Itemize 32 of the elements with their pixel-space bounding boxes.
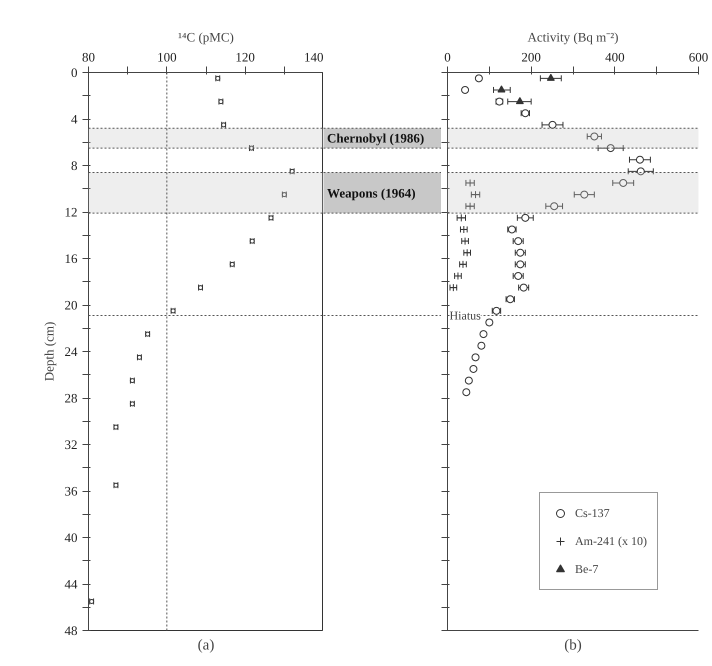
text: (b) — [564, 638, 582, 654]
y-axis-title: Depth (cm) — [42, 322, 56, 382]
band-label: Weapons (1964) — [327, 185, 416, 200]
y-tick-label: 8 — [71, 158, 78, 173]
y-tick-label: 4 — [71, 112, 78, 126]
y-tick-label: 44 — [64, 576, 78, 592]
x-tick-label: 80 — [82, 50, 95, 64]
x-tick-label: 140 — [304, 50, 324, 64]
y-tick-label: 24 — [64, 344, 78, 359]
x-tick-label: 100 — [157, 50, 177, 64]
legend-label: Am-241 (x 10) — [575, 534, 647, 548]
y-tick-label: 0 — [71, 65, 78, 80]
y-tick-label: 48 — [64, 623, 78, 638]
y-tick-label: 36 — [64, 484, 78, 498]
band-label: Chernobyl (1986) — [327, 130, 424, 146]
y-tick-label: 12 — [64, 204, 78, 220]
y-tick-label: 40 — [64, 530, 78, 545]
y-tick-label: 20 — [64, 298, 78, 312]
y-tick-label: 16 — [64, 251, 78, 266]
x-tick-label: 0 — [444, 50, 451, 64]
x-tick-label: 400 — [605, 50, 625, 64]
x-tick-label: 600 — [688, 50, 708, 64]
x-axis-title: Activity (Bq m⁻²) — [528, 30, 618, 44]
text: (a) — [198, 638, 214, 654]
x-tick-label: 200 — [521, 50, 541, 64]
legend-label: Cs-137 — [575, 506, 610, 520]
y-tick-label: 28 — [64, 390, 78, 406]
legend-label: Be-7 — [575, 562, 598, 576]
ref-line-label: Hiatus — [450, 308, 482, 322]
x-axis-title: ¹⁴C (pMC) — [178, 30, 234, 44]
x-tick-label: 120 — [235, 50, 255, 64]
y-tick-label: 32 — [64, 437, 78, 452]
